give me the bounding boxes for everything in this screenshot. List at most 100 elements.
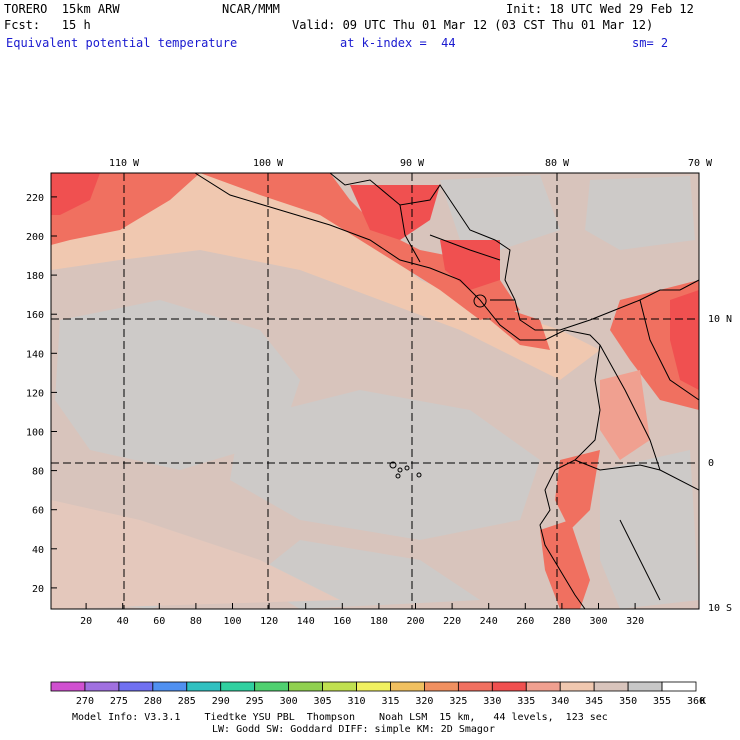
field-region bbox=[200, 173, 520, 320]
field-region bbox=[230, 390, 540, 540]
colorbar-swatch bbox=[186, 681, 222, 692]
colorbar-swatch bbox=[322, 681, 357, 692]
field-region bbox=[480, 300, 550, 350]
graticule bbox=[51, 173, 699, 609]
init-time: Init: 18 UTC Wed 29 Feb 12 bbox=[506, 2, 694, 16]
field-region bbox=[600, 450, 699, 609]
x-tick-label: 180 bbox=[370, 616, 388, 627]
galapagos-islands bbox=[389, 461, 422, 479]
field-region bbox=[585, 176, 695, 250]
x-tick-label: 120 bbox=[260, 616, 278, 627]
x-tick-label: 240 bbox=[480, 616, 498, 627]
x-tick-label: 160 bbox=[333, 616, 351, 627]
colorbar-swatch bbox=[424, 681, 459, 692]
x-tick-label: 220 bbox=[443, 616, 461, 627]
y-tick-label: 100 bbox=[26, 428, 44, 439]
y-tick-label: 200 bbox=[26, 232, 44, 243]
y-tick-label: 220 bbox=[26, 193, 44, 204]
field-region bbox=[555, 450, 600, 530]
colorbar-swatch bbox=[254, 681, 290, 692]
y-tick-label: 80 bbox=[32, 467, 44, 478]
colorbar-swatch bbox=[661, 681, 697, 692]
center-label: NCAR/MMM bbox=[222, 2, 280, 16]
colorbar-label: 325 bbox=[449, 696, 467, 707]
x-tick-label: 80 bbox=[190, 616, 202, 627]
y-tick-label: 40 bbox=[32, 545, 44, 556]
border bbox=[574, 459, 661, 471]
colorbar-label: 285 bbox=[178, 696, 196, 707]
y-tick-label: 160 bbox=[26, 310, 44, 321]
map-frame bbox=[50, 172, 700, 610]
y-tick-label: 140 bbox=[26, 349, 44, 360]
y-tick-label: 60 bbox=[32, 506, 44, 517]
coastlines bbox=[194, 173, 699, 609]
model-info: Model Info: V3.3.1 Tiedtke YSU PBL Thomp… bbox=[72, 712, 608, 723]
x-tick-label: 140 bbox=[297, 616, 315, 627]
field-region bbox=[51, 173, 100, 215]
colorbar-swatch bbox=[50, 681, 86, 692]
colorbar-swatch bbox=[559, 681, 595, 692]
lon-label: 90 W bbox=[400, 158, 425, 169]
colorbar-swatch bbox=[627, 681, 663, 692]
colorbar-swatch bbox=[288, 681, 323, 692]
x-tick-label: 260 bbox=[516, 616, 534, 627]
colorbar-label: 335 bbox=[517, 696, 535, 707]
theta-e-field bbox=[51, 173, 699, 609]
field-region bbox=[670, 290, 699, 390]
colorbar-label: 270 bbox=[76, 696, 94, 707]
colorbar-label: 320 bbox=[415, 696, 433, 707]
colorbar-swatch bbox=[390, 681, 425, 692]
colorbar-label: 355 bbox=[653, 696, 671, 707]
colorbar-label: 305 bbox=[314, 696, 332, 707]
colorbar-label: 310 bbox=[347, 696, 365, 707]
x-tick-label: 100 bbox=[223, 616, 241, 627]
colorbar-swatch bbox=[356, 681, 391, 692]
border bbox=[599, 344, 699, 491]
valid-time: Valid: 09 UTC Thu 01 Mar 12 (03 CST Thu … bbox=[292, 18, 654, 32]
x-tick-label: 20 bbox=[80, 616, 92, 627]
lon-label: 100 W bbox=[253, 158, 284, 169]
colorbar-label: 360 bbox=[687, 696, 705, 707]
x-tick-label: 60 bbox=[153, 616, 165, 627]
field-region bbox=[440, 175, 560, 250]
x-tick-label: 200 bbox=[406, 616, 424, 627]
colorbar-swatch bbox=[525, 681, 561, 692]
border bbox=[429, 234, 501, 261]
colorbar-label: 275 bbox=[110, 696, 128, 707]
x-tick-label: 300 bbox=[589, 616, 607, 627]
border bbox=[399, 204, 421, 263]
colorbar-label: 330 bbox=[483, 696, 501, 707]
colorbar-swatch bbox=[118, 681, 154, 692]
field-region bbox=[600, 370, 650, 460]
colorbar-swatch bbox=[152, 681, 188, 692]
x-tick-label: 320 bbox=[626, 616, 644, 627]
x-tick-label: 40 bbox=[117, 616, 129, 627]
pacific-coastline bbox=[194, 173, 601, 609]
colorbar-swatch bbox=[457, 681, 493, 692]
y-tick-label: 120 bbox=[26, 388, 44, 399]
lon-label: 70 W bbox=[688, 158, 713, 169]
colorbar-label: 295 bbox=[246, 696, 264, 707]
colorbar-label: 350 bbox=[619, 696, 637, 707]
y-axis-ticks: 20 40 60 80 100 120 140 160 180 200 220 bbox=[26, 193, 57, 595]
field-region bbox=[350, 185, 440, 240]
colorbar-label: 280 bbox=[144, 696, 162, 707]
colorbar: 270 275 280 285 290 295 300 305 310 315 320 325 330 3… bbox=[50, 681, 705, 707]
smoothing-label: sm= 2 bbox=[632, 36, 669, 50]
caribbean-coast bbox=[449, 199, 699, 331]
colorbar-label: 315 bbox=[381, 696, 399, 707]
y-tick-label: 180 bbox=[26, 271, 44, 282]
field-name: Equivalent potential temperature bbox=[6, 36, 238, 50]
lat-label: 10 S bbox=[708, 603, 732, 614]
y-tick-label: 20 bbox=[32, 584, 44, 595]
lon-label: 80 W bbox=[545, 158, 570, 169]
colorbar-label: 345 bbox=[585, 696, 603, 707]
colorbar-unit: K bbox=[700, 696, 706, 707]
level-label: at k-index = 44 bbox=[340, 36, 456, 50]
colorbar-swatch bbox=[84, 681, 120, 692]
border bbox=[639, 299, 699, 401]
lake-nicaragua bbox=[473, 294, 487, 308]
colorbar-swatch bbox=[491, 681, 527, 692]
field-region bbox=[540, 520, 590, 609]
